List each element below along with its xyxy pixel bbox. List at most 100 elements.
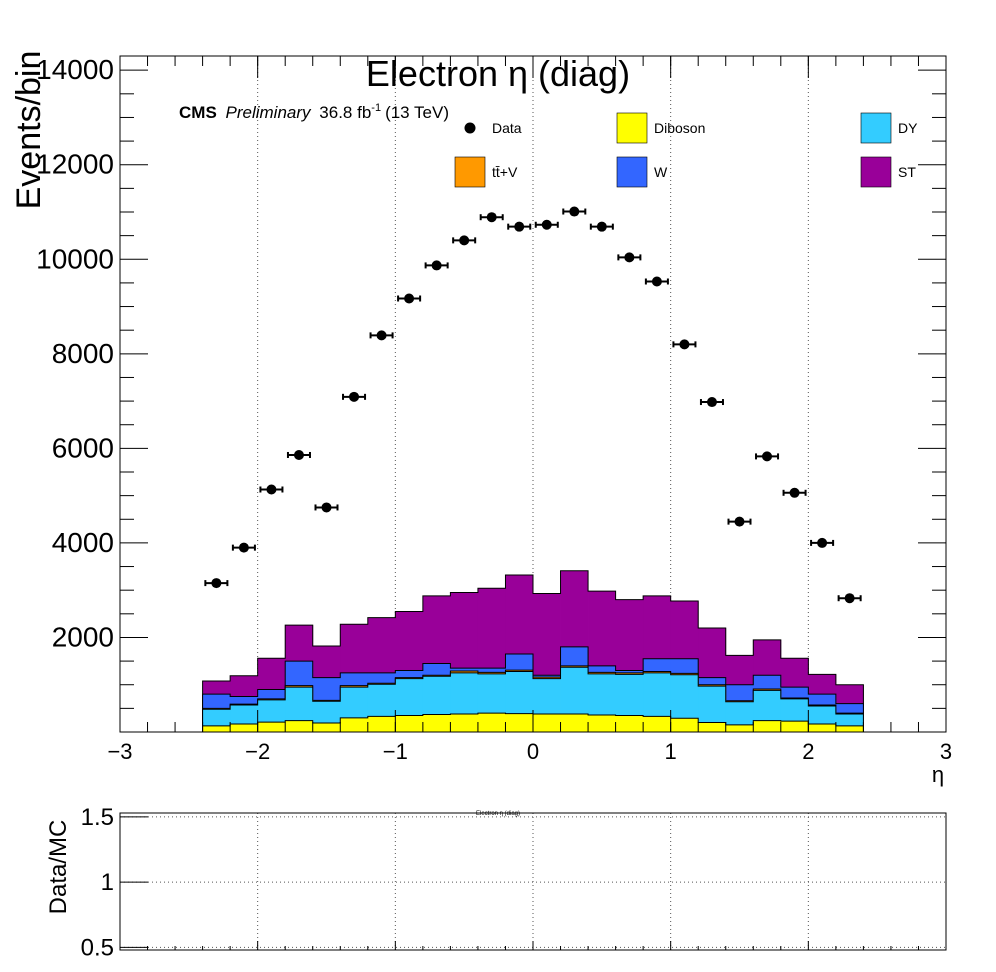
data-point — [369, 330, 394, 341]
bar-diboson — [725, 724, 754, 732]
data-point — [259, 484, 284, 495]
data-marker — [596, 221, 607, 232]
bar-diboson — [670, 718, 699, 732]
data-point — [204, 578, 229, 589]
cms-label-status: Preliminary — [226, 103, 313, 122]
ratio-y-axis-label: Data/MC — [45, 820, 72, 915]
legend-label: Diboson — [654, 120, 705, 136]
y-tick-label: 12000 — [36, 149, 114, 180]
data-marker — [844, 593, 855, 604]
data-marker — [266, 484, 277, 495]
legend-entry-data: Data — [464, 120, 522, 136]
data-marker — [293, 449, 304, 460]
data-marker — [706, 397, 717, 408]
data-point — [755, 451, 780, 462]
main-plot: −3 −2 −1 0 1 2 3 2000 4000 6000 8000 10000 12000 1400… — [10, 51, 952, 787]
data-marker — [541, 219, 552, 230]
y-axis-label: Events/bin — [10, 51, 48, 210]
data-marker — [679, 339, 690, 350]
data-marker — [238, 542, 249, 553]
data-point — [452, 235, 477, 246]
series-diboson — [202, 712, 864, 732]
cms-label: CMS Preliminary 36.8 fb-1 (13 TeV) — [179, 102, 449, 122]
data-marker — [321, 502, 332, 513]
bar-diboson — [643, 716, 672, 732]
data-marker — [404, 293, 415, 304]
data-point — [837, 593, 862, 604]
y-tick-label: 8000 — [52, 338, 114, 369]
bar-diboson — [560, 714, 589, 732]
bar-diboson — [312, 723, 341, 732]
legend-swatch — [616, 156, 648, 188]
data-marker — [376, 330, 387, 341]
legend-entry-diboson: Diboson — [616, 112, 705, 144]
data-marker — [349, 391, 360, 402]
bar-diboson — [615, 715, 644, 732]
data-point — [644, 276, 669, 287]
data-marker — [651, 276, 662, 287]
legend-swatch — [860, 112, 892, 144]
data-marker — [486, 212, 497, 223]
data-point — [479, 212, 504, 223]
data-points — [204, 206, 862, 604]
legend-marker — [464, 122, 476, 134]
cms-label-lumi-sup: -1 — [371, 102, 381, 114]
data-point — [810, 537, 835, 548]
x-tick-label: 3 — [940, 739, 952, 764]
data-point — [534, 219, 559, 230]
bar-diboson — [835, 725, 864, 732]
main-axes: −3 −2 −1 0 1 2 3 2000 4000 6000 8000 10000 12000 1400… — [36, 54, 952, 764]
ratio-y-tick-label: 0.5 — [81, 934, 114, 961]
data-point — [314, 502, 339, 513]
data-point — [589, 221, 614, 232]
data-point — [507, 221, 532, 232]
x-axis-label: η — [932, 762, 944, 787]
bar-diboson — [395, 715, 424, 732]
data-marker — [762, 451, 773, 462]
x-tick-label: 0 — [527, 739, 539, 764]
data-marker — [431, 260, 442, 271]
data-marker — [789, 487, 800, 498]
data-point — [397, 293, 422, 304]
data-point — [342, 391, 367, 402]
bar-diboson — [340, 717, 369, 732]
x-tick-label: 1 — [665, 739, 677, 764]
legend-label: DY — [898, 120, 918, 136]
ratio-y-tick-label: 1.5 — [81, 804, 114, 831]
data-point — [231, 542, 256, 553]
bar-diboson — [505, 713, 534, 732]
bar-diboson — [808, 723, 837, 732]
data-point — [286, 449, 311, 460]
legend-entry-w: W — [616, 156, 668, 188]
data-point — [424, 260, 449, 271]
x-tick-label: 2 — [802, 739, 814, 764]
ratio-title: Electron η (diag) — [476, 811, 520, 817]
y-tick-label: 2000 — [52, 621, 114, 652]
outline-st — [202, 570, 864, 732]
data-marker — [514, 221, 525, 232]
cms-label-experiment: CMS — [179, 103, 217, 122]
x-tick-label: −1 — [383, 739, 408, 764]
ratio-y-tick-label: 1 — [101, 869, 114, 896]
y-tick-label: 6000 — [52, 432, 114, 463]
legend-label: ST — [898, 164, 916, 180]
bar-diboson — [230, 723, 259, 732]
bar-diboson — [533, 714, 561, 732]
chart-title: Electron η (diag) — [366, 53, 630, 94]
ratio-axes: 0.5 1 1.5 — [81, 804, 947, 961]
cms-label-energy: (13 TeV) — [385, 103, 449, 122]
legend-entry-ttv: tt̄+V — [454, 156, 518, 188]
bar-diboson — [367, 716, 396, 732]
data-point — [672, 339, 697, 350]
legend-label: Data — [492, 120, 522, 136]
legend-entry-st: ST — [860, 156, 916, 188]
cms-label-lumi: 36.8 fb — [319, 103, 371, 122]
y-tick-label: 14000 — [36, 54, 114, 85]
bar-diboson — [477, 713, 506, 732]
data-marker — [817, 537, 828, 548]
bar-diboson — [780, 721, 809, 732]
bar-diboson — [698, 722, 727, 732]
legend-entry-dy: DY — [860, 112, 918, 144]
ratio-plot: 0.5 1 1.5 Electron η (diag) Data/MC — [45, 804, 947, 961]
